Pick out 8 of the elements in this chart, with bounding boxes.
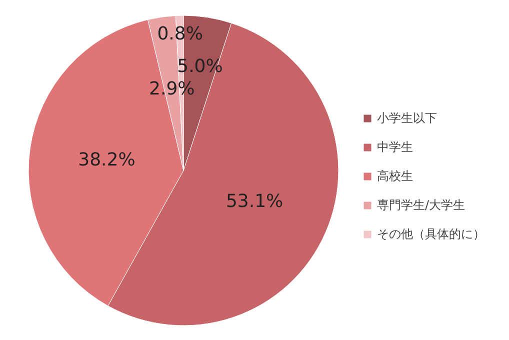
legend-label: 小学生以下	[377, 110, 437, 126]
legend-label: 中学生	[377, 138, 413, 156]
data-label: 53.1%	[226, 191, 284, 212]
legend-label: 高校生	[377, 168, 413, 184]
data-label: 0.8%	[157, 24, 203, 45]
legend-label: 専門学生/大学生	[377, 196, 466, 214]
data-label: 38.2%	[78, 149, 136, 170]
legend-label: その他（具体的に）	[377, 226, 485, 242]
